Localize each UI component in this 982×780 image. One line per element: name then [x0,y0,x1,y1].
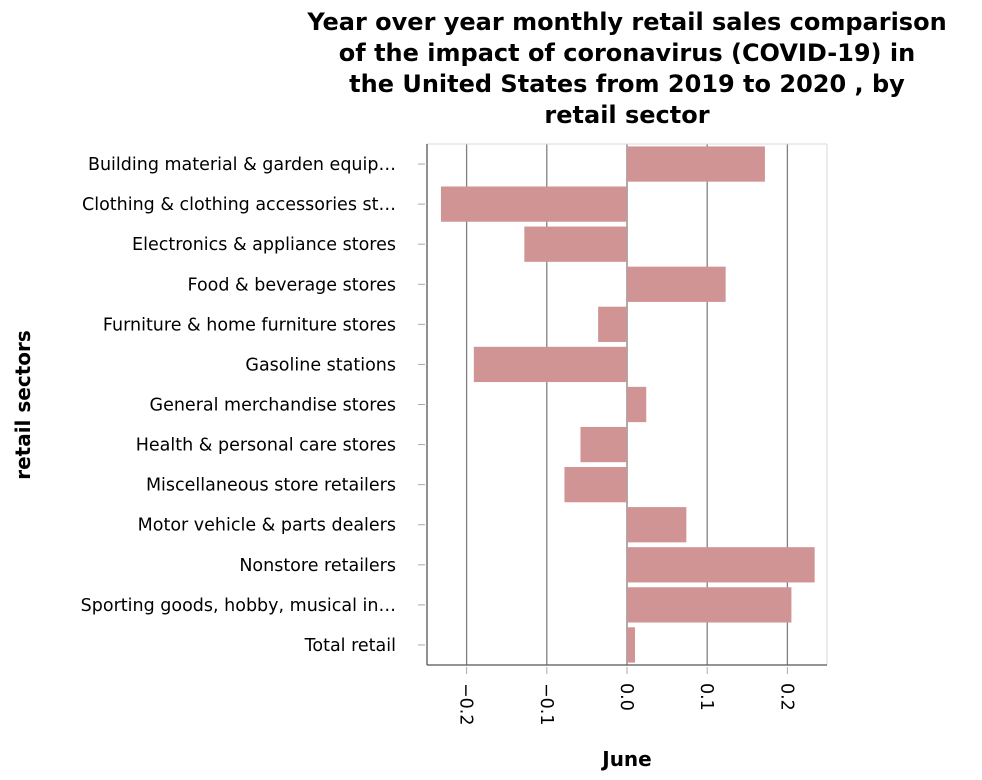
chart-title-line: retail sector [544,101,709,129]
bar [627,587,792,623]
x-tick-label: 0.1 [696,683,716,711]
y-tick-label: Food & beverage stores [188,275,396,295]
bars [440,146,815,663]
y-tick-label: Miscellaneous store retailers [146,476,396,496]
bar [440,186,627,222]
x-axis-ticks: −0.2 −0.1 0.0 0.1 0.2 [456,667,796,726]
y-axis-title: retail sectors [11,330,35,480]
x-tick-label: −0.2 [456,683,476,726]
y-tick-label: General merchandise stores [150,396,396,416]
y-tick-label: Gasoline stations [245,355,396,375]
y-tick-label: Building material & garden equip… [88,155,396,175]
y-tick-label: Total retail [304,636,396,656]
y-tick-label: Health & personal care stores [136,436,396,456]
bar [580,426,627,463]
bar [627,507,687,543]
x-tick-label: 0.2 [776,683,796,711]
bar [598,306,627,342]
plot-frame [426,143,828,666]
x-tick-label: −0.1 [536,683,556,726]
bar [627,386,647,423]
y-tick-label: Clothing & clothing accessories st… [82,195,396,215]
y-tick-label: Furniture & home furniture stores [103,315,396,335]
bar [564,467,627,503]
x-tick-label: 0.0 [616,683,636,711]
y-tick-label: Electronics & appliance stores [132,235,396,255]
bar [524,226,627,262]
x-axis-title: June [600,747,651,771]
y-axis-ticks: Building material & garden equip… Clothin… [81,155,425,656]
chart-title: Year over year monthly retail sales comp… [306,8,946,129]
y-tick-label: Nonstore retailers [239,556,396,576]
bar [627,146,765,182]
chart-title-line: the United States from 2019 to 2020 , by [349,70,905,98]
bar [627,547,815,583]
chart-title-line: Year over year monthly retail sales comp… [306,8,946,36]
bar [627,266,726,302]
chart-title-line: of the impact of coronavirus (COVID-19) … [339,39,915,67]
y-tick-label: Sporting goods, hobby, musical in… [81,596,396,616]
bar [627,627,636,663]
bar [473,346,627,383]
y-tick-label: Motor vehicle & parts dealers [138,516,396,536]
